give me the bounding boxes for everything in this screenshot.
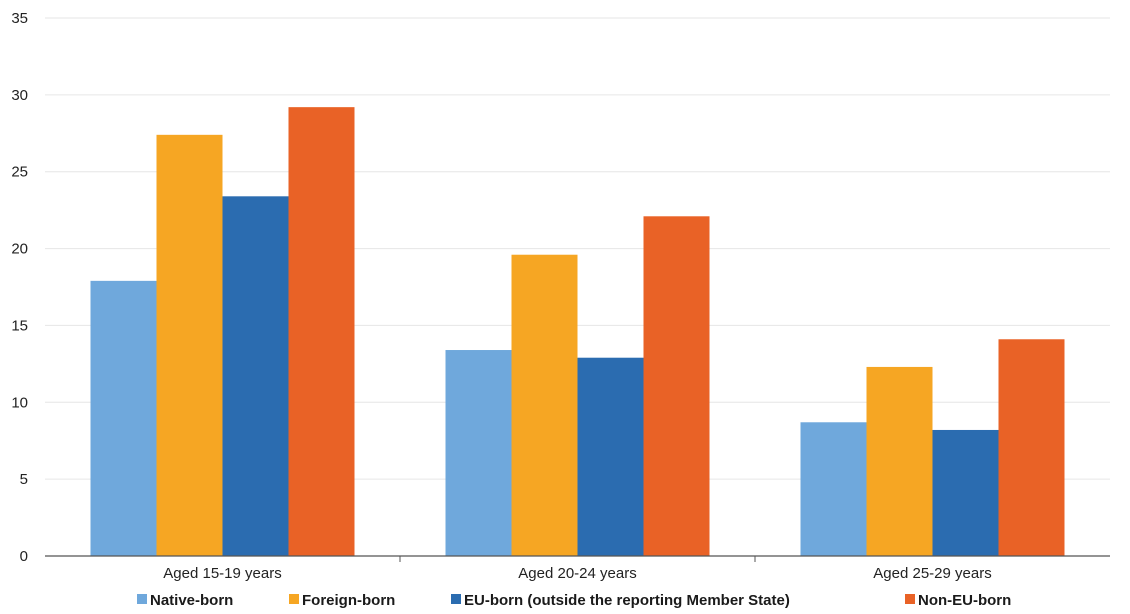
bar-eu-born-outside-the-reporting-member-state-2 xyxy=(577,357,644,556)
y-tick-label: 25 xyxy=(11,164,28,181)
bar-foreign-born-1 xyxy=(156,134,223,556)
bar-non-eu-born-1 xyxy=(288,107,355,556)
legend: Native-born Foreign-born EU-born (outside … xyxy=(137,592,1011,609)
legend-label: Foreign-born xyxy=(302,592,395,609)
bar-native-born-3 xyxy=(800,422,867,556)
axes: 0 5 10 15 20 25 30 35 Aged 15-19 years Aged 20-24… xyxy=(11,10,1110,582)
legend-swatch xyxy=(905,594,915,604)
bar-native-born-2 xyxy=(445,350,512,556)
y-tick-label: 5 xyxy=(20,471,28,488)
y-tick-label: 30 xyxy=(11,87,28,104)
y-tick-label: 0 xyxy=(20,548,28,565)
bar-non-eu-born-3 xyxy=(998,339,1065,556)
bar-native-born-1 xyxy=(90,280,157,556)
legend-swatch xyxy=(137,594,147,604)
bar-eu-born-outside-the-reporting-member-state-1 xyxy=(222,196,289,556)
y-tick-label: 35 xyxy=(11,10,28,27)
bar-eu-born-outside-the-reporting-member-state-3 xyxy=(932,429,999,556)
legend-label: EU-born (outside the reporting Member St… xyxy=(464,592,790,609)
y-tick-label: 20 xyxy=(11,241,28,258)
y-tick-label: 15 xyxy=(11,317,28,334)
bar-non-eu-born-2 xyxy=(643,216,710,556)
x-category-label: Aged 15-19 years xyxy=(163,565,281,582)
bar-foreign-born-2 xyxy=(511,254,578,556)
x-category-label: Aged 20-24 years xyxy=(518,565,636,582)
x-category-label: Aged 25-29 years xyxy=(873,565,991,582)
y-tick-label: 10 xyxy=(11,394,28,411)
bar-foreign-born-3 xyxy=(866,366,933,556)
legend-swatch xyxy=(451,594,461,604)
legend-label: Non-EU-born xyxy=(918,592,1011,609)
bars xyxy=(90,107,1065,556)
legend-label: Native-born xyxy=(150,592,233,609)
legend-swatch xyxy=(289,594,299,604)
